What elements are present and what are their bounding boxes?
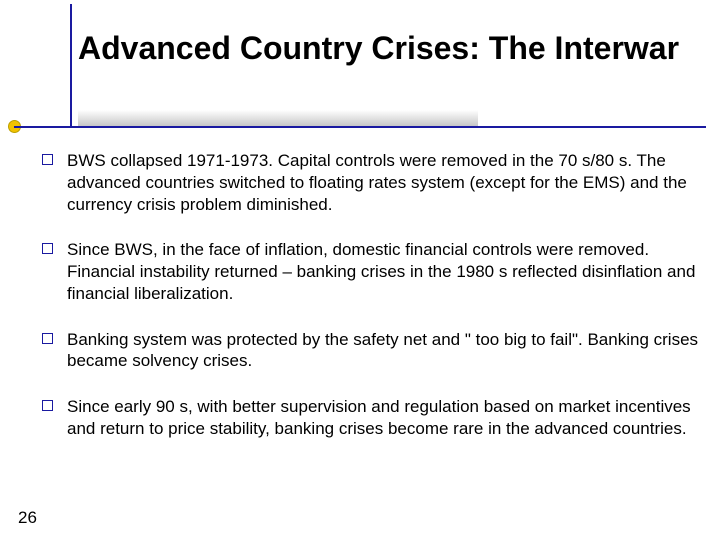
square-bullet-icon: [42, 154, 53, 165]
square-bullet-icon: [42, 400, 53, 411]
bullet-text: Since early 90 s, with better supervisio…: [67, 396, 720, 440]
square-bullet-icon: [42, 243, 53, 254]
bullet-text: Since BWS, in the face of inflation, dom…: [67, 239, 720, 304]
bullet-text: Banking system was protected by the safe…: [67, 329, 720, 373]
title-shadow: [78, 110, 478, 126]
square-bullet-icon: [42, 333, 53, 344]
list-item: Since early 90 s, with better supervisio…: [42, 396, 720, 440]
slide: Advanced Country Crises: The Interwar BW…: [0, 0, 720, 540]
list-item: Banking system was protected by the safe…: [42, 329, 720, 373]
title-rule-horizontal: [14, 126, 706, 128]
title-area: Advanced Country Crises: The Interwar: [78, 30, 700, 67]
list-item: Since BWS, in the face of inflation, dom…: [42, 239, 720, 304]
list-item: BWS collapsed 1971-1973. Capital control…: [42, 150, 720, 215]
bullet-text: BWS collapsed 1971-1973. Capital control…: [67, 150, 720, 215]
slide-number: 26: [18, 508, 37, 528]
title-rule-vertical: [70, 4, 72, 126]
slide-title: Advanced Country Crises: The Interwar: [78, 30, 700, 67]
content-area: BWS collapsed 1971-1973. Capital control…: [42, 150, 720, 464]
